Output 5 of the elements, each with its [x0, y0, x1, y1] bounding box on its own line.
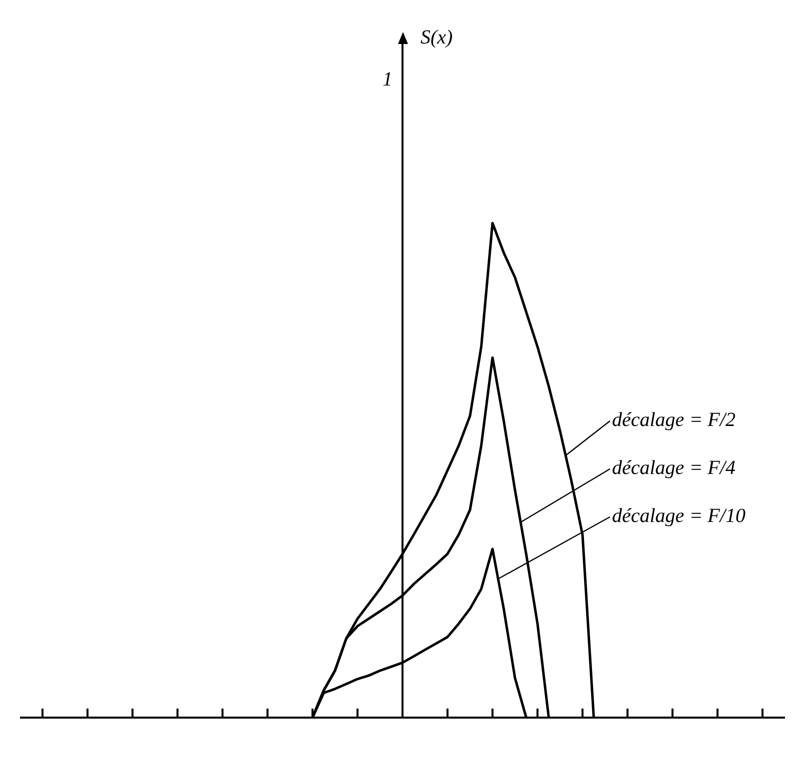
text: S(x)	[420, 26, 454, 48]
text: décalage = F/4	[612, 457, 736, 480]
text: 1	[382, 68, 392, 90]
text: décalage = F/2	[612, 409, 736, 432]
text: décalage = F/10	[612, 505, 746, 528]
